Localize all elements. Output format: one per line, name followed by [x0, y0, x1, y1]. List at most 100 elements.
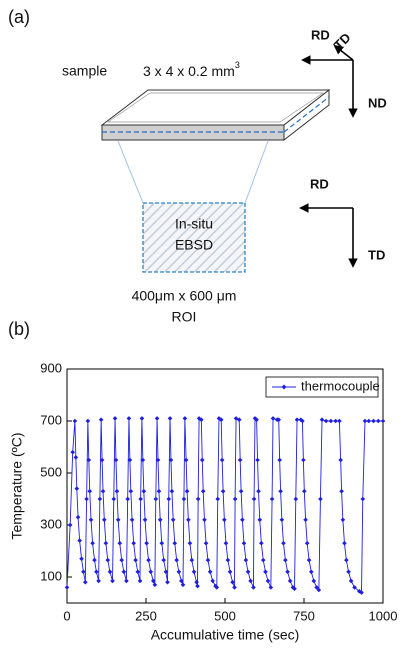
data-point [133, 557, 138, 563]
data-point [105, 557, 111, 563]
data-point [254, 417, 259, 422]
data-point [338, 457, 343, 463]
data-point [298, 417, 304, 422]
data-point [114, 488, 120, 494]
dimensions-text: 3 x 4 x 0.2 mm [143, 63, 235, 79]
data-point [199, 457, 205, 463]
axis-label: TD [368, 247, 385, 262]
data-point [83, 579, 88, 585]
data-point [256, 488, 261, 494]
data-point [189, 557, 195, 563]
data-point [159, 540, 165, 546]
data-point [183, 457, 189, 463]
data-point [268, 585, 274, 590]
y-tick-label: 500 [40, 464, 62, 479]
data-point [181, 496, 187, 502]
data-point [125, 496, 130, 502]
data-point [187, 540, 193, 546]
data-point [263, 569, 268, 575]
data-point [294, 417, 300, 422]
data-point [276, 417, 282, 422]
data-point [170, 517, 176, 523]
data-point [67, 522, 73, 528]
data-point [219, 457, 225, 463]
axis-label: TD [331, 30, 354, 53]
data-point [154, 416, 160, 421]
data-point [265, 578, 271, 584]
data-point [257, 517, 263, 523]
data-point [277, 457, 282, 463]
data-point [182, 416, 188, 421]
data-point [323, 418, 329, 424]
data-point [156, 488, 162, 494]
axis-label: RD [310, 176, 329, 191]
data-point [278, 488, 283, 494]
data-point [301, 457, 306, 463]
data-point [302, 488, 307, 494]
data-point [195, 496, 201, 502]
y-tick-label: 100 [40, 568, 62, 583]
legend-label: thermocouple [301, 378, 380, 393]
data-point [64, 585, 70, 590]
data-point [306, 557, 312, 563]
data-point [292, 586, 297, 591]
series-line [66, 417, 383, 594]
data-point [196, 416, 202, 421]
data-point [237, 457, 243, 463]
data-point [72, 418, 78, 424]
data-point [99, 457, 105, 463]
data-point [195, 583, 200, 589]
data-point [107, 569, 113, 575]
data-point [218, 417, 224, 422]
data-point [318, 496, 323, 502]
data-point [129, 517, 135, 523]
data-point [90, 540, 95, 546]
data-point [98, 417, 104, 422]
data-point [316, 587, 322, 593]
data-point [70, 449, 75, 455]
axis-label: RD [311, 27, 330, 42]
data-point [207, 569, 213, 575]
data-point [179, 578, 184, 584]
data-point [131, 540, 136, 546]
roi-caption: 400μm x 600 μm [132, 288, 237, 304]
data-point [220, 488, 226, 494]
data-point [360, 496, 366, 502]
data-point [172, 540, 178, 546]
data-point [186, 517, 191, 523]
data-point [311, 578, 317, 584]
data-point [111, 496, 117, 502]
data-point [255, 457, 260, 463]
data-point [96, 578, 101, 584]
data-point [210, 578, 215, 584]
data-point [121, 569, 127, 575]
data-point [110, 578, 115, 584]
data-point [92, 557, 97, 563]
data-point [285, 569, 290, 575]
data-point [213, 583, 218, 589]
data-point [75, 514, 81, 520]
data-point [85, 418, 91, 424]
data-point [238, 488, 244, 494]
data-point [251, 585, 256, 590]
data-point [366, 418, 372, 424]
data-point [87, 488, 93, 494]
data-point [126, 416, 132, 421]
data-point [230, 579, 235, 585]
data-point [352, 585, 357, 590]
data-point [174, 557, 179, 563]
data-point [203, 540, 209, 546]
data-point [225, 557, 231, 563]
data-point [281, 540, 286, 546]
legend-box [265, 376, 379, 398]
data-point [148, 569, 154, 575]
data-point [371, 418, 376, 424]
axes-bottom [299, 203, 358, 268]
data-point [169, 488, 175, 494]
sample-label: sample [62, 63, 107, 79]
data-point [223, 540, 229, 546]
data-point [117, 540, 123, 546]
data-point [287, 578, 293, 584]
data-point [141, 488, 147, 494]
data-point [94, 569, 99, 575]
